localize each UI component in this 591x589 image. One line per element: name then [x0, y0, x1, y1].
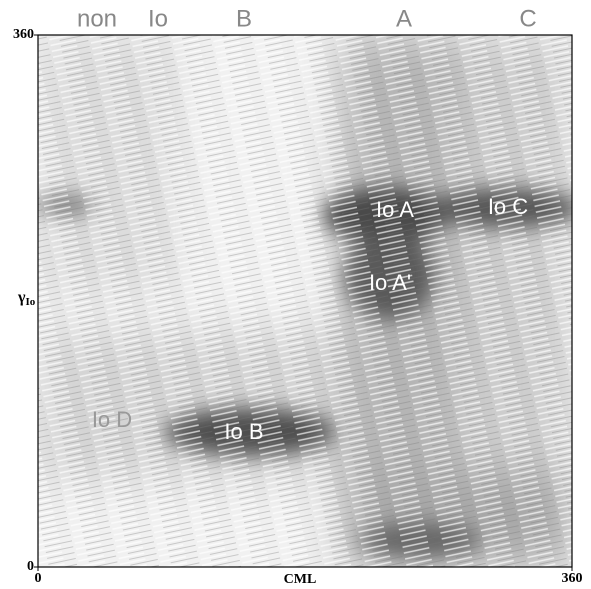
top-label: A [396, 5, 412, 32]
top-label: B [236, 5, 252, 32]
y-axis-label: γIo [17, 289, 36, 308]
x-tick-label: 360 [562, 571, 583, 586]
x-axis-label: CML [284, 572, 317, 587]
region-label: Io A [376, 197, 414, 222]
region-label: Io B [224, 419, 263, 444]
y-axis-subscript: Io [25, 296, 35, 308]
top-label: C [519, 5, 536, 32]
plot-frame [37, 34, 573, 568]
y-tick-label: 360 [13, 27, 34, 42]
region-label: Io C [488, 194, 528, 219]
y-tick-label: 0 [27, 559, 34, 574]
density-map [38, 35, 572, 567]
y-axis-symbol: γ [17, 289, 26, 306]
top-label: Io [148, 5, 168, 32]
region-label: Io D [92, 407, 132, 432]
x-tick-label: 0 [35, 571, 42, 586]
region-label: Io A' [369, 270, 411, 295]
top-label: non [77, 5, 117, 32]
